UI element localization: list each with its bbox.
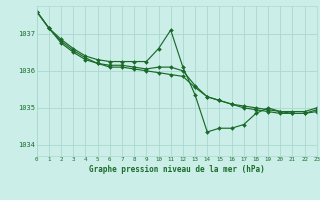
X-axis label: Graphe pression niveau de la mer (hPa): Graphe pression niveau de la mer (hPa) — [89, 165, 265, 174]
